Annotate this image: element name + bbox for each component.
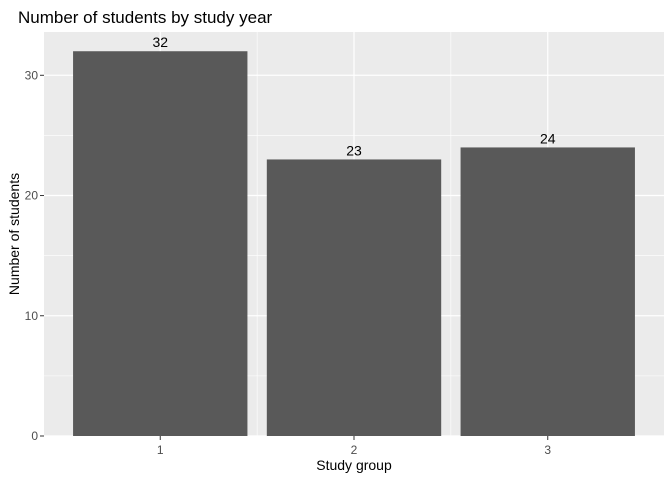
- x-tick-label: 1: [157, 443, 164, 457]
- y-axis: 0 10 20 30: [25, 68, 44, 443]
- bar-1: [73, 51, 248, 436]
- data-label-1: 32: [152, 34, 168, 50]
- bars: [73, 51, 635, 436]
- y-tick-label: 30: [25, 68, 39, 82]
- chart-title: Number of students by study year: [18, 8, 273, 27]
- data-label-3: 24: [540, 130, 556, 146]
- y-axis-title: Number of students: [6, 173, 22, 295]
- bar-2: [266, 159, 442, 436]
- data-labels: 32 23 24: [152, 34, 555, 158]
- bar-3: [460, 147, 635, 436]
- data-label-2: 23: [346, 142, 362, 158]
- x-axis: 1 2 3: [157, 436, 551, 457]
- x-axis-title: Study group: [316, 457, 392, 473]
- y-tick-label: 10: [25, 309, 39, 323]
- x-tick-label: 3: [544, 443, 551, 457]
- y-tick-label: 0: [31, 429, 38, 443]
- y-tick-label: 20: [25, 189, 39, 203]
- x-tick-label: 2: [351, 443, 358, 457]
